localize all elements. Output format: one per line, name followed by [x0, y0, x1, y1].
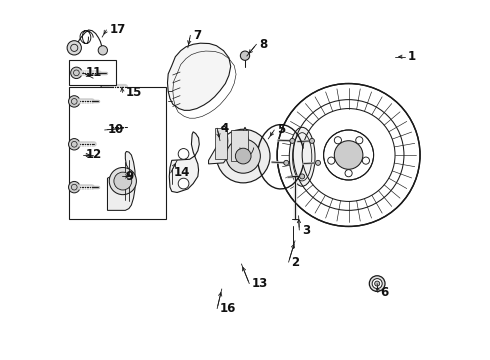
Polygon shape	[107, 152, 135, 210]
Circle shape	[372, 279, 382, 289]
Circle shape	[69, 139, 80, 150]
Text: 6: 6	[381, 286, 389, 299]
Text: 10: 10	[107, 123, 123, 136]
Text: 14: 14	[173, 166, 190, 179]
Text: 2: 2	[292, 256, 299, 269]
Text: 17: 17	[109, 23, 125, 36]
Polygon shape	[231, 130, 248, 161]
Circle shape	[71, 67, 82, 78]
Circle shape	[345, 170, 352, 177]
Text: 11: 11	[86, 66, 102, 79]
Text: 4: 4	[220, 122, 228, 135]
Polygon shape	[169, 132, 199, 193]
Circle shape	[310, 138, 315, 143]
Circle shape	[323, 130, 373, 180]
Circle shape	[290, 138, 295, 143]
Text: 15: 15	[125, 86, 142, 99]
Circle shape	[102, 122, 113, 132]
Polygon shape	[209, 126, 228, 164]
FancyBboxPatch shape	[69, 87, 167, 219]
Ellipse shape	[289, 127, 315, 186]
Circle shape	[67, 41, 81, 55]
Text: 9: 9	[125, 170, 134, 183]
Circle shape	[375, 281, 380, 286]
FancyBboxPatch shape	[69, 60, 117, 85]
Polygon shape	[168, 43, 231, 111]
Polygon shape	[215, 128, 227, 159]
Circle shape	[356, 137, 363, 144]
Circle shape	[300, 174, 305, 179]
Circle shape	[226, 139, 260, 173]
Circle shape	[69, 96, 80, 107]
Circle shape	[369, 276, 385, 292]
Circle shape	[316, 160, 320, 165]
Circle shape	[334, 141, 363, 169]
Circle shape	[217, 129, 270, 183]
Text: 8: 8	[259, 38, 268, 51]
Text: 5: 5	[277, 123, 285, 136]
Circle shape	[114, 172, 132, 190]
Text: 16: 16	[220, 302, 236, 315]
Circle shape	[362, 157, 369, 164]
Circle shape	[178, 178, 189, 189]
Text: 12: 12	[86, 148, 102, 162]
Circle shape	[69, 181, 80, 193]
Circle shape	[277, 84, 420, 226]
Circle shape	[109, 167, 136, 195]
Circle shape	[284, 160, 289, 165]
Text: 1: 1	[408, 50, 416, 63]
Polygon shape	[229, 127, 249, 166]
Text: 13: 13	[252, 277, 269, 290]
Text: 7: 7	[193, 29, 201, 42]
Circle shape	[334, 137, 342, 144]
Circle shape	[241, 51, 249, 60]
Circle shape	[98, 46, 107, 55]
Circle shape	[328, 157, 335, 164]
Circle shape	[101, 82, 112, 93]
Circle shape	[178, 149, 189, 159]
Text: 3: 3	[302, 224, 310, 237]
Circle shape	[235, 148, 251, 164]
